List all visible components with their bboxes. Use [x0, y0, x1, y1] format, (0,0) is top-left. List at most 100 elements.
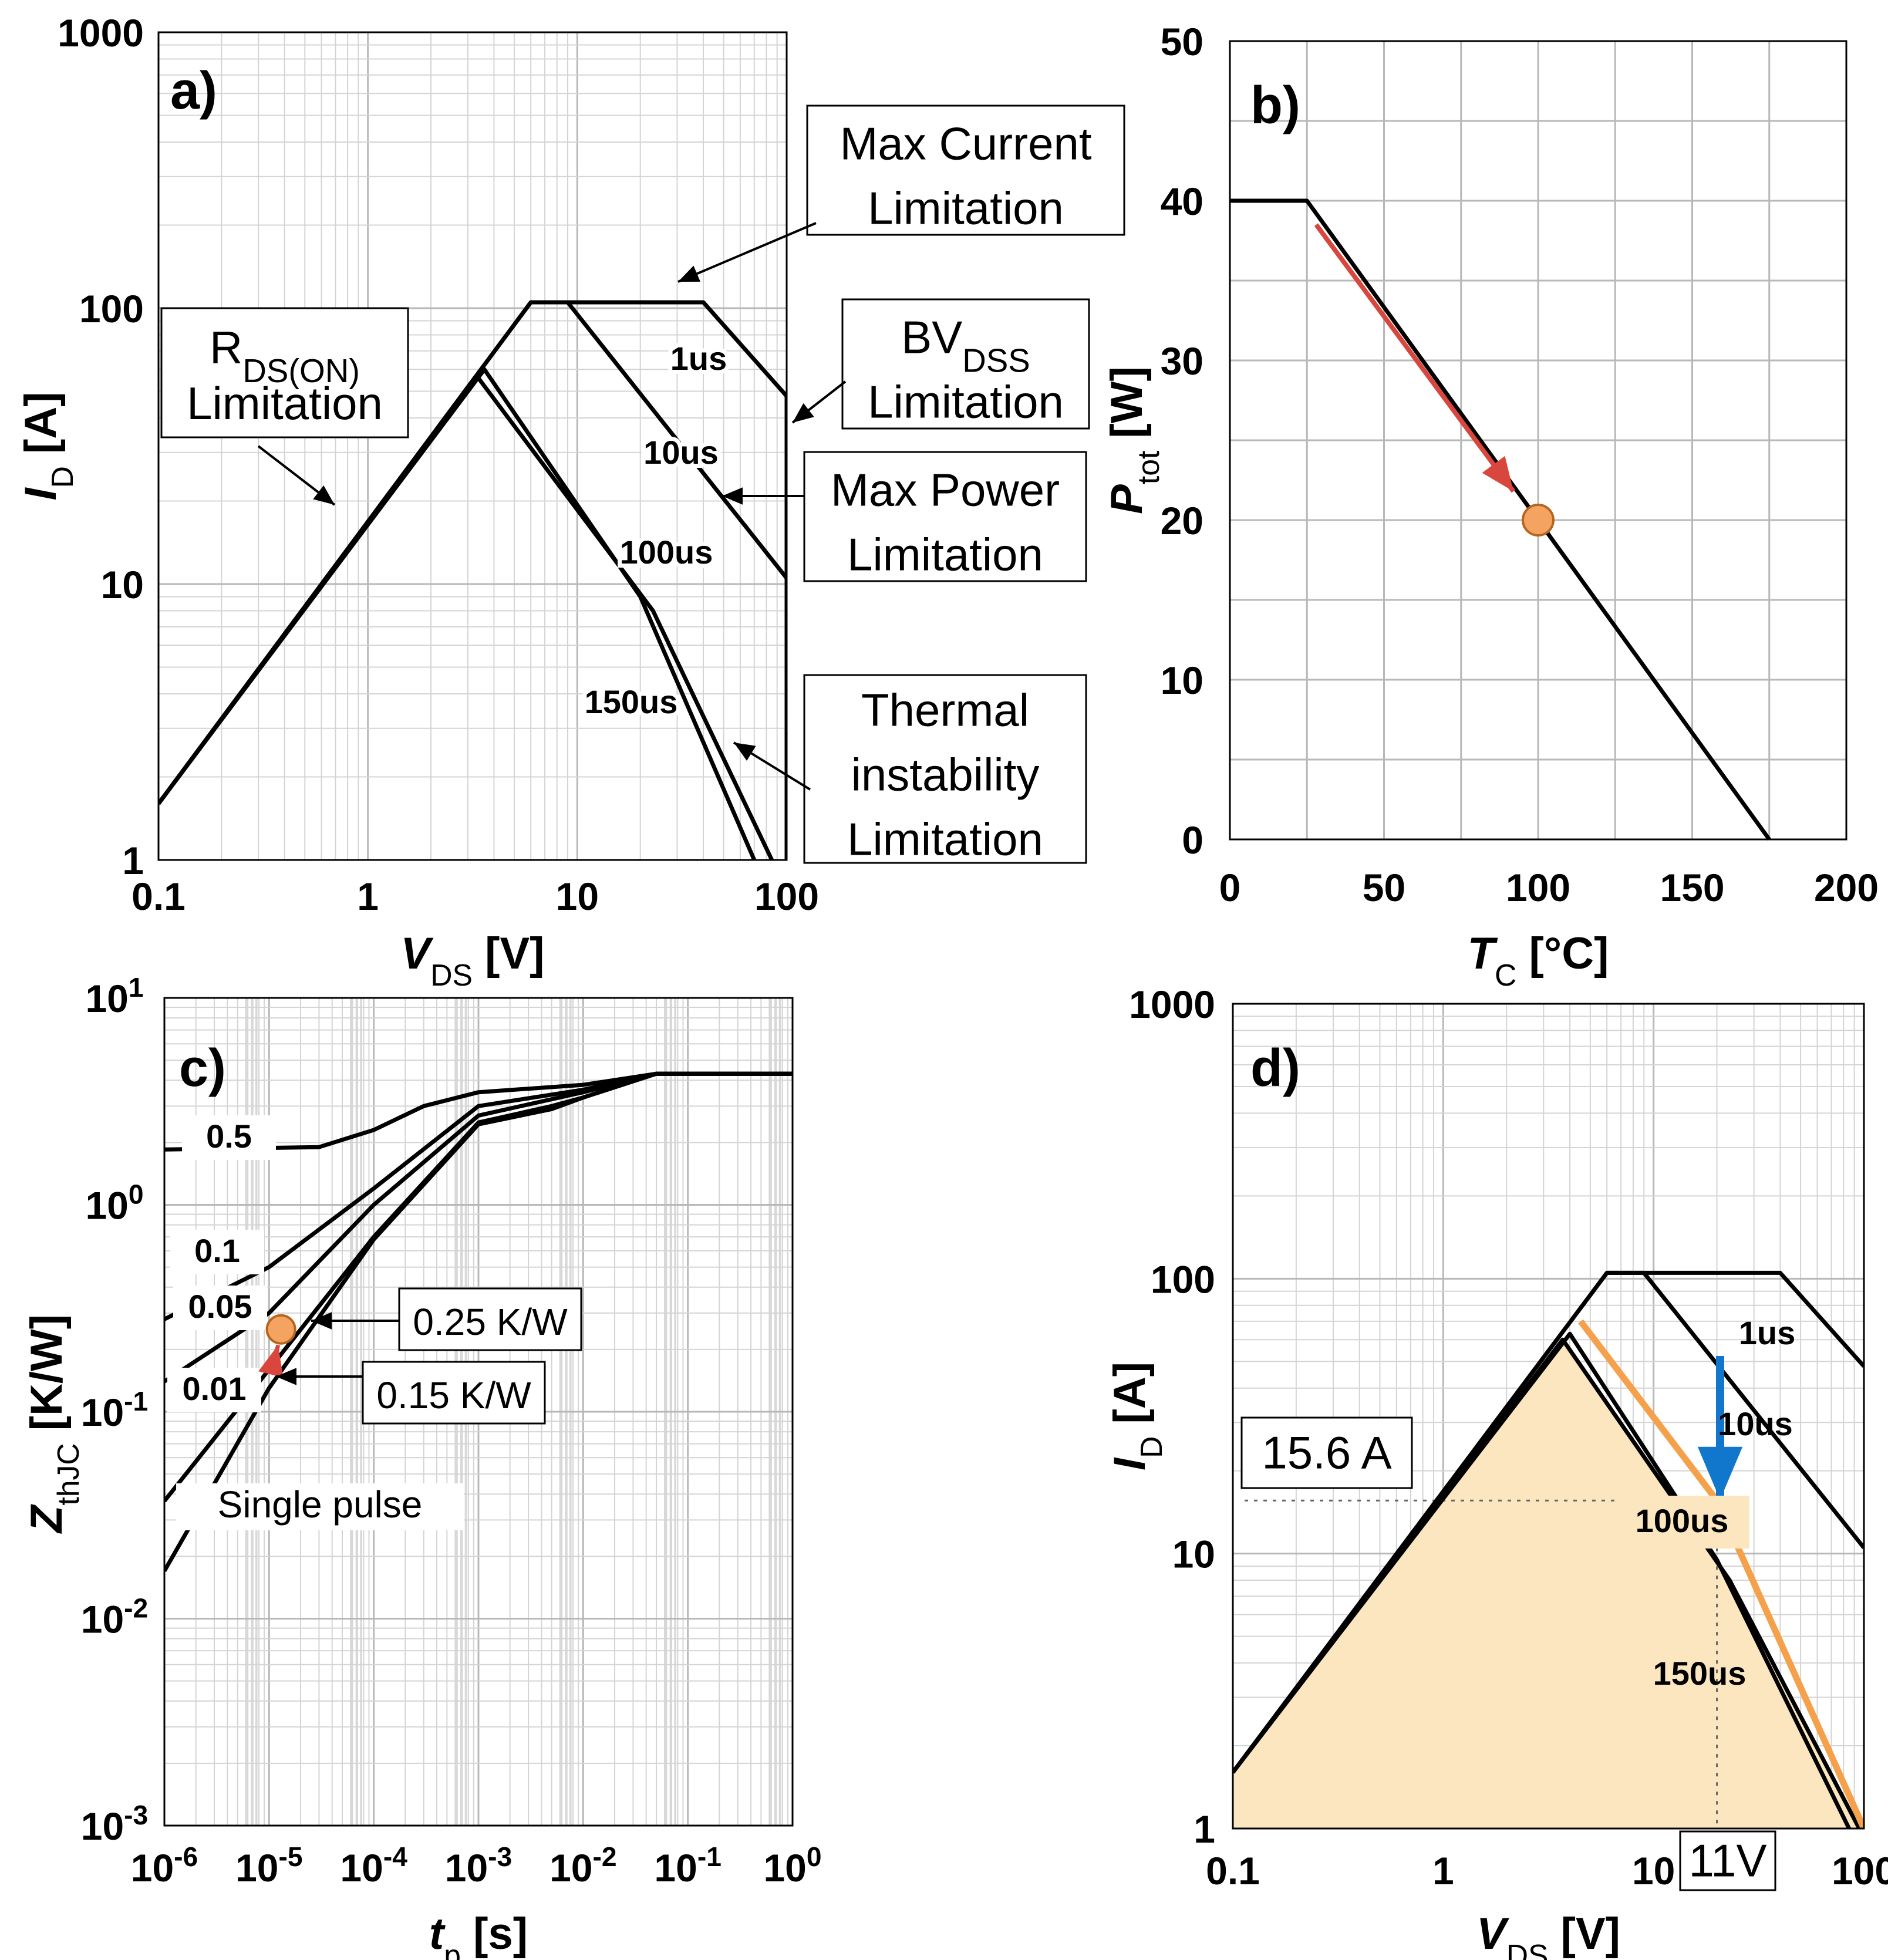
curve-label-100us: 100us	[1636, 1502, 1729, 1539]
arrow-max-current-head	[678, 265, 700, 282]
annot-025-text: 0.25 K/W	[413, 1301, 568, 1343]
y-axis-label-unit: [A]	[16, 392, 66, 466]
y-tick-label-exp: -2	[124, 1593, 148, 1624]
x-axis-label-sub: DS	[430, 958, 473, 992]
curve-label-bg	[170, 1230, 264, 1274]
y-axis-label-unit: [A]	[1105, 1362, 1155, 1436]
curve-Single-pulse	[164, 1071, 793, 1573]
curves	[164, 1071, 793, 1573]
panel-c: 10-6 10-5 10-4 10-3 10-2 10-1 10010-310-210-11…	[22, 972, 822, 1960]
annot-015-box	[362, 1361, 546, 1425]
curve-10us	[1233, 1270, 1864, 1774]
curve-label-bg	[167, 1368, 261, 1412]
red-arrow-head	[258, 1345, 284, 1378]
x-tick-label-base: 10	[445, 1846, 488, 1890]
x-axis-label-main: V	[1476, 1909, 1509, 1959]
x-tick-label: 100	[763, 1841, 821, 1890]
arrow-thermal-head	[734, 743, 756, 761]
x-axis-label-main: t	[429, 1909, 446, 1959]
y-tick-label-base: 10	[81, 1598, 124, 1641]
annot-thermal-box	[803, 674, 1087, 864]
annot-rdson-text: RDS(ON)	[210, 322, 360, 389]
x-tick-label: 100	[1506, 866, 1570, 909]
arrow-rdson-head	[313, 485, 335, 505]
power-derating-curve	[1230, 198, 1771, 841]
grid	[157, 32, 787, 861]
x-tick-label-exp: -3	[488, 1841, 512, 1872]
curve-label-0.5: 0.5	[206, 1118, 252, 1155]
y-tick-label: 10	[1161, 659, 1203, 702]
x-tick-label: 50	[1363, 866, 1405, 909]
curve-label-1us: 1us	[670, 340, 727, 377]
y-axis-label-main: Z	[22, 1504, 72, 1534]
curve-label-0.05: 0.05	[188, 1288, 252, 1325]
y-axis-label-unit: [W]	[1102, 366, 1152, 450]
plot-frame	[163, 997, 794, 1827]
curve-label-0.01: 0.01	[183, 1370, 247, 1407]
x-axis-label-sub: C	[1495, 958, 1516, 992]
x-tick-label: 10-4	[340, 1841, 407, 1890]
annot-rdson-main: R	[210, 322, 242, 373]
arrow-max-current-shaft	[677, 222, 817, 283]
curve-label-150us: 150us	[585, 683, 678, 720]
y-tick-label-exp: -3	[124, 1800, 148, 1830]
x-tick-label: 0.1	[132, 875, 186, 918]
annot-max-current-text: Limitation	[868, 182, 1064, 234]
arrow-015-head	[276, 1368, 297, 1385]
annot-max-power-box	[803, 451, 1087, 582]
curve-label-10us: 10us	[1718, 1405, 1793, 1442]
x-axis-label-sub: p	[444, 1938, 461, 1960]
x-tick-label-base: 10	[654, 1846, 697, 1890]
panel-label: d)	[1250, 1039, 1300, 1098]
y-tick-label: 100	[1151, 1257, 1215, 1301]
x-tick-label: 100	[1832, 1849, 1888, 1892]
curve-label-150us: 150us	[1653, 1655, 1747, 1692]
annot-bvdss-text: BVDSS	[901, 311, 1030, 379]
x-axis-label-unit: [s]	[461, 1909, 528, 1959]
annot-bvdss-text: Limitation	[868, 376, 1064, 427]
annot-current-text: 15.6 A	[1262, 1426, 1391, 1478]
x-tick-label-base: 10	[549, 1846, 592, 1890]
x-tick-label: 10-3	[445, 1841, 513, 1890]
operating-point-marker	[265, 1314, 296, 1345]
annot-025-box	[398, 1287, 582, 1351]
curve-label-bg	[1614, 1496, 1749, 1549]
y-axis-label: ID [A]	[16, 392, 79, 500]
x-axis-label-main: T	[1468, 929, 1498, 979]
annot-rdson-box	[160, 307, 409, 438]
x-axis-label-unit: [V]	[1549, 1909, 1620, 1959]
panel-label: b)	[1250, 76, 1300, 135]
arrow-025-head	[311, 1312, 332, 1330]
annot-voltage-box	[1679, 1830, 1776, 1891]
y-tick-label-exp: 0	[129, 1179, 144, 1210]
y-tick-label: 10-3	[81, 1800, 149, 1848]
y-tick-label: 1000	[1129, 983, 1215, 1026]
x-tick-label: 10-1	[654, 1841, 722, 1890]
y-tick-label-exp: -1	[124, 1386, 148, 1416]
x-tick-label-exp: -5	[279, 1841, 303, 1872]
x-tick-label-exp: -2	[593, 1841, 617, 1872]
arrow-max-power-head	[722, 487, 743, 505]
annot-bvdss-sub: DSS	[962, 342, 1030, 379]
x-tick-label-base: 10	[763, 1846, 806, 1890]
curves	[1233, 1270, 1864, 1829]
curve-label-10us: 10us	[643, 434, 719, 471]
safe-operating-area-fill	[1233, 1340, 1864, 1829]
y-tick-label: 40	[1161, 180, 1203, 223]
annot-thermal-text: Thermal	[861, 684, 1029, 736]
y-axis-label-sub: D	[1134, 1436, 1168, 1458]
y-tick-label-base: 10	[81, 1804, 124, 1848]
annot-max-power-text: Limitation	[847, 528, 1043, 580]
x-tick-label-base: 10	[131, 1846, 174, 1890]
x-axis-label: TC [°C]	[1468, 929, 1609, 992]
y-tick-label: 10	[1172, 1533, 1215, 1576]
y-axis-label-unit: [K/W]	[22, 1314, 72, 1443]
y-axis-label: ID [A]	[1105, 1362, 1168, 1470]
grid	[1229, 40, 1847, 841]
y-tick-label: 1000	[58, 11, 144, 55]
y-tick-label: 20	[1161, 499, 1203, 542]
curve-150us	[159, 373, 774, 860]
annot-current-box	[1240, 1416, 1413, 1489]
y-tick-label: 10	[101, 563, 144, 606]
